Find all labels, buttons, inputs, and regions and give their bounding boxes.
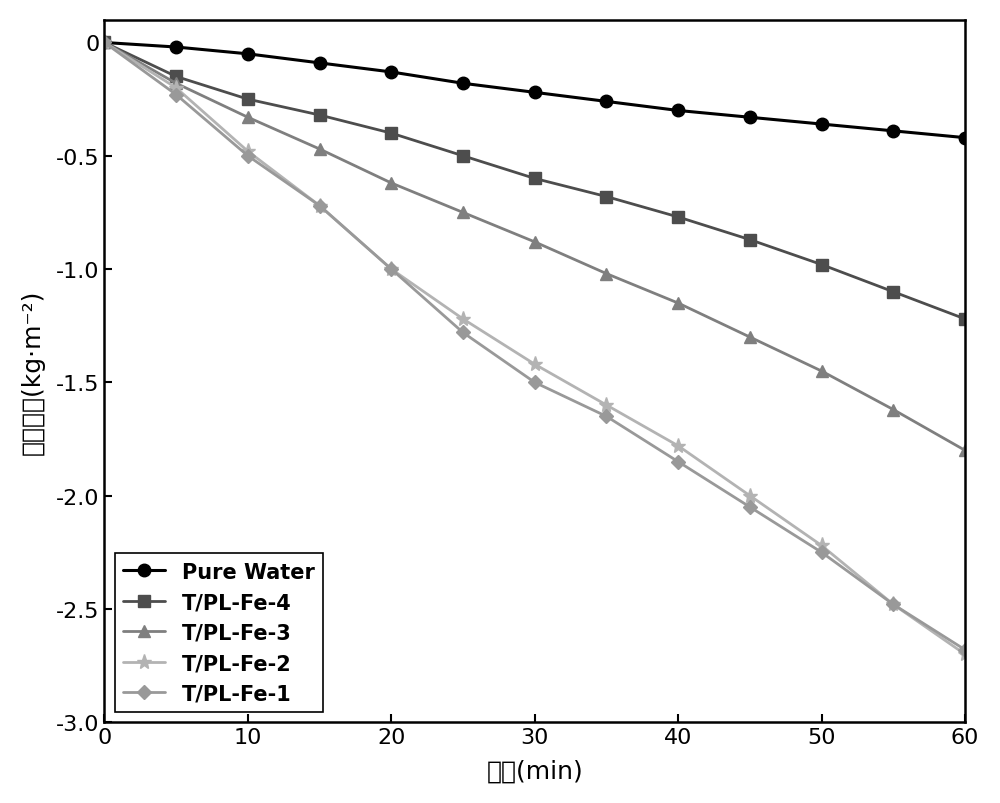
T/PL-Fe-2	[600, 401, 612, 410]
T/PL-Fe-1	[385, 265, 397, 275]
Legend: Pure Water, T/PL-Fe-4, T/PL-Fe-3, T/PL-Fe-2, T/PL-Fe-1: Pure Water, T/PL-Fe-4, T/PL-Fe-3, T/PL-F…	[115, 554, 323, 712]
X-axis label: 时间(min): 时间(min)	[486, 758, 583, 782]
Pure Water	[744, 113, 756, 123]
T/PL-Fe-1	[816, 548, 828, 557]
Line: T/PL-Fe-1: T/PL-Fe-1	[100, 39, 970, 654]
T/PL-Fe-3	[457, 208, 469, 218]
Pure Water	[457, 79, 469, 89]
T/PL-Fe-3	[170, 79, 182, 89]
T/PL-Fe-2	[959, 650, 971, 659]
T/PL-Fe-2	[672, 442, 684, 451]
T/PL-Fe-1	[457, 328, 469, 338]
T/PL-Fe-2	[385, 265, 397, 275]
Pure Water	[314, 59, 326, 68]
Pure Water	[529, 88, 541, 98]
T/PL-Fe-3	[744, 332, 756, 342]
Pure Water	[242, 50, 254, 59]
T/PL-Fe-4	[170, 72, 182, 82]
T/PL-Fe-3	[959, 446, 971, 455]
T/PL-Fe-1	[672, 457, 684, 467]
T/PL-Fe-3	[887, 406, 899, 415]
T/PL-Fe-3	[98, 39, 110, 48]
T/PL-Fe-3	[529, 238, 541, 247]
Line: Pure Water: Pure Water	[98, 37, 971, 145]
T/PL-Fe-1	[600, 412, 612, 422]
Line: T/PL-Fe-2: T/PL-Fe-2	[97, 36, 973, 662]
Pure Water	[959, 133, 971, 143]
T/PL-Fe-1	[98, 39, 110, 48]
Pure Water	[816, 120, 828, 130]
Pure Water	[887, 127, 899, 137]
T/PL-Fe-2	[887, 600, 899, 609]
T/PL-Fe-1	[242, 152, 254, 161]
T/PL-Fe-3	[672, 299, 684, 308]
T/PL-Fe-4	[816, 260, 828, 270]
T/PL-Fe-2	[529, 360, 541, 369]
T/PL-Fe-1	[887, 600, 899, 609]
T/PL-Fe-3	[242, 113, 254, 123]
T/PL-Fe-4	[385, 129, 397, 139]
Pure Water	[170, 43, 182, 53]
Pure Water	[672, 107, 684, 116]
Pure Water	[98, 39, 110, 48]
T/PL-Fe-1	[959, 645, 971, 654]
Y-axis label: 质量变化(kg·m⁻²): 质量变化(kg·m⁻²)	[21, 289, 45, 454]
Line: T/PL-Fe-4: T/PL-Fe-4	[99, 38, 971, 325]
T/PL-Fe-2	[170, 84, 182, 93]
T/PL-Fe-4	[887, 287, 899, 297]
T/PL-Fe-4	[457, 152, 469, 161]
T/PL-Fe-2	[314, 202, 326, 211]
T/PL-Fe-1	[744, 503, 756, 512]
T/PL-Fe-4	[600, 193, 612, 202]
Pure Water	[385, 68, 397, 78]
T/PL-Fe-3	[314, 145, 326, 155]
T/PL-Fe-4	[744, 235, 756, 245]
T/PL-Fe-1	[529, 378, 541, 388]
Pure Water	[600, 97, 612, 107]
T/PL-Fe-4	[959, 315, 971, 324]
Line: T/PL-Fe-3: T/PL-Fe-3	[99, 38, 971, 456]
T/PL-Fe-4	[242, 96, 254, 105]
T/PL-Fe-3	[385, 179, 397, 189]
T/PL-Fe-4	[529, 174, 541, 184]
T/PL-Fe-4	[314, 111, 326, 120]
T/PL-Fe-2	[242, 147, 254, 157]
T/PL-Fe-3	[816, 367, 828, 377]
T/PL-Fe-2	[816, 541, 828, 551]
T/PL-Fe-1	[314, 202, 326, 211]
T/PL-Fe-4	[98, 39, 110, 48]
T/PL-Fe-3	[600, 270, 612, 279]
T/PL-Fe-2	[457, 315, 469, 324]
T/PL-Fe-2	[98, 39, 110, 48]
T/PL-Fe-2	[744, 491, 756, 501]
T/PL-Fe-1	[170, 91, 182, 100]
T/PL-Fe-4	[672, 213, 684, 222]
